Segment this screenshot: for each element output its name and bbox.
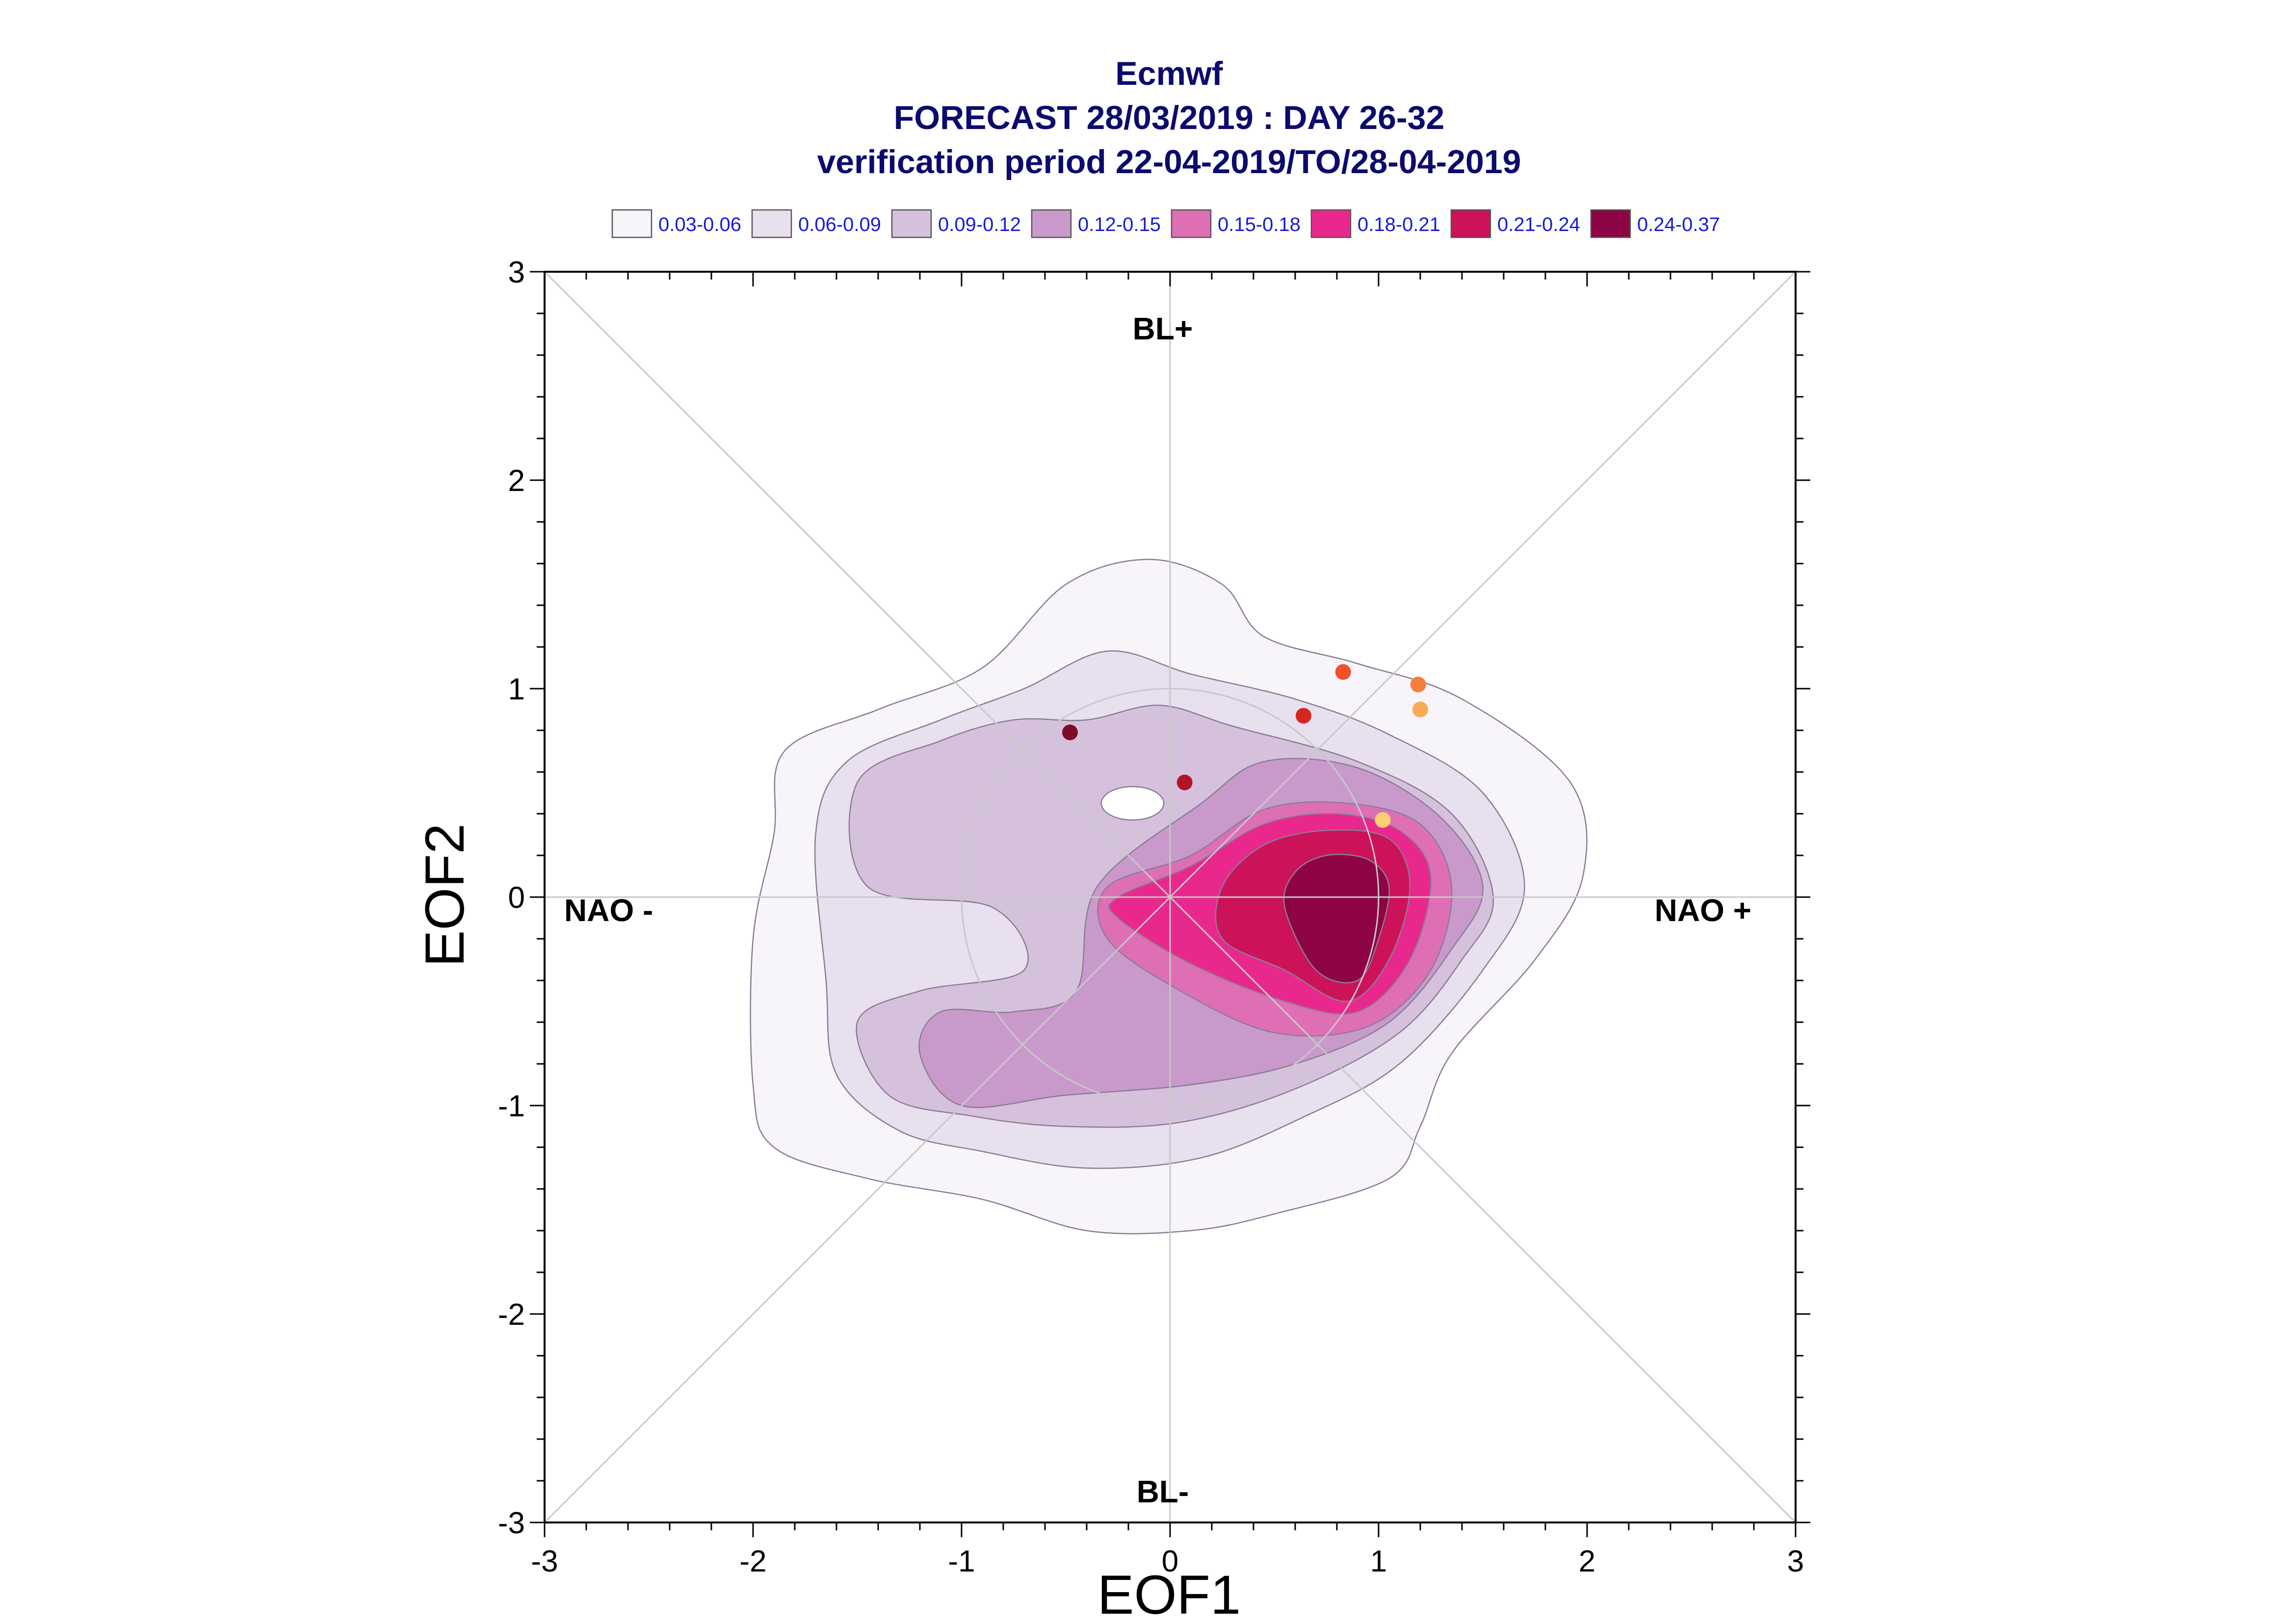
x-tick-label: 1 [1370,1545,1387,1578]
legend-item: 0.12-0.15 [1031,209,1161,238]
legend-swatch [1310,209,1352,238]
legend-item: 0.21-0.24 [1450,209,1580,238]
legend-item: 0.15-0.18 [1171,209,1301,238]
contour-hole [1100,786,1165,821]
unit-circle [961,688,1380,1107]
data-point-7 [1375,812,1391,828]
data-points [1062,664,1428,828]
legend-swatch [751,209,792,238]
plot-area: -3 -2 -1 0 1 2 3 -3 -2 -1 0 1 2 3 [498,256,1810,1578]
y-tick-label: -1 [498,1089,525,1123]
data-point-3 [1296,708,1311,724]
legend-label: 0.06-0.09 [798,214,881,235]
y-tick-label: 1 [508,672,525,706]
x-tick-label: 0 [1162,1545,1178,1578]
x-axis-title: EOF1 [1097,1564,1241,1624]
y-axis-title: EOF2 [414,824,475,967]
y-tick-label: 3 [508,256,525,289]
legend-swatch [611,209,652,238]
legend-label: 0.21-0.24 [1497,214,1580,235]
legend-label: 0.09-0.12 [938,214,1021,235]
x-tick-label: -1 [948,1545,975,1578]
data-point-6 [1412,701,1428,718]
legend-swatch [1171,209,1212,238]
regime-label-left: NAO - [564,893,653,928]
chart-subtitle-forecast: FORECAST 28/03/2019 : DAY 26-32 [894,99,1445,136]
legend-label: 0.18-0.21 [1357,214,1440,235]
legend-label: 0.03-0.06 [658,214,741,235]
legend-label: 0.12-0.15 [1078,214,1161,235]
legend-item: 0.03-0.06 [611,209,741,238]
legend-swatch [1450,209,1491,238]
chart-title: Ecmwf [1115,55,1223,92]
regime-label-bottom: BL- [1137,1474,1189,1509]
legend-item: 0.09-0.12 [891,209,1021,238]
legend-swatch [1031,209,1072,238]
legend-swatch [1590,209,1631,238]
legend-label: 0.24-0.37 [1637,214,1720,235]
legend-item: 0.18-0.21 [1310,209,1440,238]
guide-lines [544,271,1797,1523]
regime-label-top: BL+ [1133,311,1193,346]
axis-ticks: -3 -2 -1 0 1 2 3 -3 -2 -1 0 1 2 3 [498,256,1810,1578]
x-tick-label: 3 [1787,1545,1804,1578]
x-tick-label: 2 [1579,1545,1595,1578]
data-point-2 [1176,774,1193,791]
legend-item: 0.24-0.37 [1590,209,1720,238]
regime-label-right: NAO + [1655,893,1751,928]
data-point-4 [1335,664,1351,680]
y-tick-label: -3 [498,1506,525,1540]
y-tick-label: 2 [508,464,525,498]
y-tick-label: -2 [498,1298,525,1332]
x-tick-label: -2 [739,1545,766,1578]
legend-item: 0.06-0.09 [751,209,881,238]
x-tick-label: -3 [531,1545,558,1578]
legend-label: 0.15-0.18 [1218,214,1301,235]
legend: 0.03-0.06 0.06-0.09 0.09-0.12 0.12-0.15 0.15… [611,209,1720,238]
legend-swatch [891,209,932,238]
y-tick-label: 0 [508,881,525,915]
data-point-1 [1062,724,1078,741]
chart-subtitle-verification: verification period 22-04-2019/TO/28-04-… [817,143,1521,180]
data-point-5 [1410,676,1426,693]
